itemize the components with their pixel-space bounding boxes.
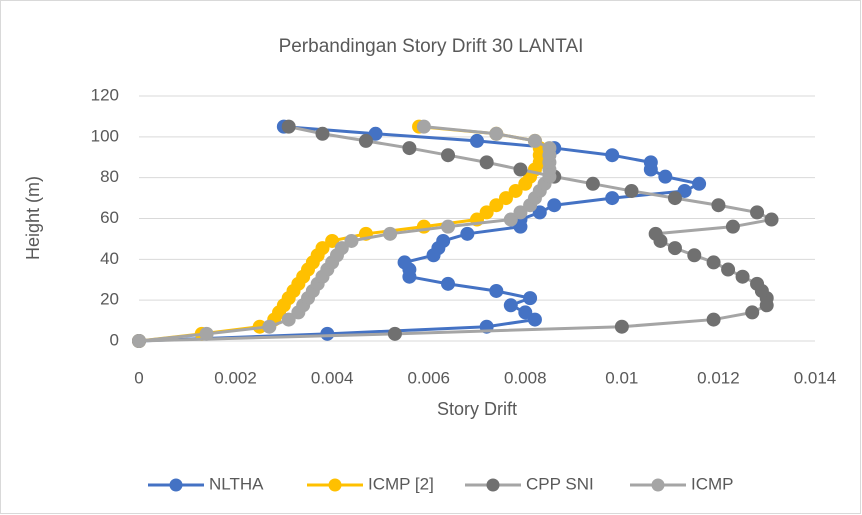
point: [745, 305, 760, 320]
point: [585, 176, 600, 191]
point: [513, 162, 528, 177]
point: [262, 319, 277, 334]
point: [416, 119, 431, 134]
legend-marker: [651, 478, 665, 492]
point: [667, 191, 682, 206]
x-tick-label: 0.012: [697, 368, 740, 387]
point: [199, 326, 214, 341]
y-tick-label: 20: [100, 290, 119, 309]
x-tick-label: 0.002: [214, 368, 257, 387]
point: [750, 276, 765, 291]
legend-label: NLTHA: [209, 474, 264, 493]
point: [489, 126, 504, 141]
point: [441, 219, 456, 234]
point: [706, 312, 721, 327]
point: [735, 269, 750, 284]
y-tick-label: 0: [110, 330, 119, 349]
point: [542, 141, 557, 156]
point: [527, 312, 542, 327]
point: [281, 312, 296, 327]
y-tick-label: 60: [100, 208, 119, 227]
point: [605, 191, 620, 206]
x-tick-label: 0.006: [407, 368, 450, 387]
y-tick-label: 80: [100, 167, 119, 186]
x-tick-label: 0.01: [605, 368, 638, 387]
point: [667, 241, 682, 256]
legend-label: ICMP: [691, 474, 734, 493]
point: [460, 226, 475, 241]
point: [721, 262, 736, 277]
point: [315, 241, 330, 256]
point: [725, 219, 740, 234]
point: [489, 198, 504, 213]
legend: NLTHA ICMP [2] CPP SNI ICMP: [148, 474, 734, 493]
point: [325, 233, 340, 248]
legend-label: CPP SNI: [526, 474, 594, 493]
point: [358, 133, 373, 148]
point: [711, 198, 726, 213]
point: [643, 155, 658, 170]
point: [383, 226, 398, 241]
grid: 0 20 40 60 80 100 120 0 0.002 0.004 0.006 0.008 0.01…: [91, 85, 837, 387]
point: [523, 291, 538, 306]
point: [687, 248, 702, 263]
x-tick-label: 0.004: [311, 368, 354, 387]
point: [441, 148, 456, 163]
point: [479, 155, 494, 170]
point: [368, 126, 383, 141]
point: [764, 212, 779, 227]
y-axis-title: Height (m): [23, 176, 43, 260]
point: [281, 119, 296, 134]
legend-label: ICMP [2]: [368, 474, 434, 493]
point: [479, 205, 494, 220]
point: [397, 255, 412, 270]
point: [503, 212, 518, 227]
point: [470, 133, 484, 148]
point: [527, 133, 542, 148]
legend-marker: [169, 478, 183, 492]
y-tick-label: 40: [100, 249, 119, 268]
point: [692, 176, 707, 191]
point: [503, 298, 518, 313]
point: [387, 326, 402, 341]
point: [320, 326, 335, 341]
point: [436, 233, 451, 248]
chart-title: Perbandingan Story Drift 30 LANTAI: [279, 36, 584, 57]
y-tick-label: 100: [91, 126, 119, 145]
point: [441, 276, 456, 291]
point: [489, 283, 504, 298]
point: [750, 205, 765, 220]
point: [677, 183, 692, 198]
point: [315, 126, 330, 141]
point: [513, 205, 528, 220]
point: [614, 319, 629, 334]
point: [402, 141, 417, 156]
point: [605, 148, 620, 163]
point: [624, 183, 639, 198]
point: [532, 205, 547, 220]
point: [498, 191, 513, 206]
legend-marker: [486, 478, 500, 492]
point: [132, 334, 146, 348]
x-axis-title: Story Drift: [437, 399, 517, 419]
point: [518, 305, 533, 320]
point: [334, 241, 349, 256]
point: [648, 226, 663, 241]
point: [547, 198, 562, 213]
point: [706, 255, 721, 270]
point: [508, 183, 523, 198]
point: [344, 233, 359, 248]
x-tick-label: 0.014: [794, 368, 837, 387]
x-tick-label: 0.008: [504, 368, 547, 387]
plot: [132, 119, 779, 348]
point: [658, 169, 673, 184]
y-tick-label: 120: [91, 85, 119, 104]
x-tick-label: 0: [134, 368, 143, 387]
legend-marker: [328, 478, 342, 492]
